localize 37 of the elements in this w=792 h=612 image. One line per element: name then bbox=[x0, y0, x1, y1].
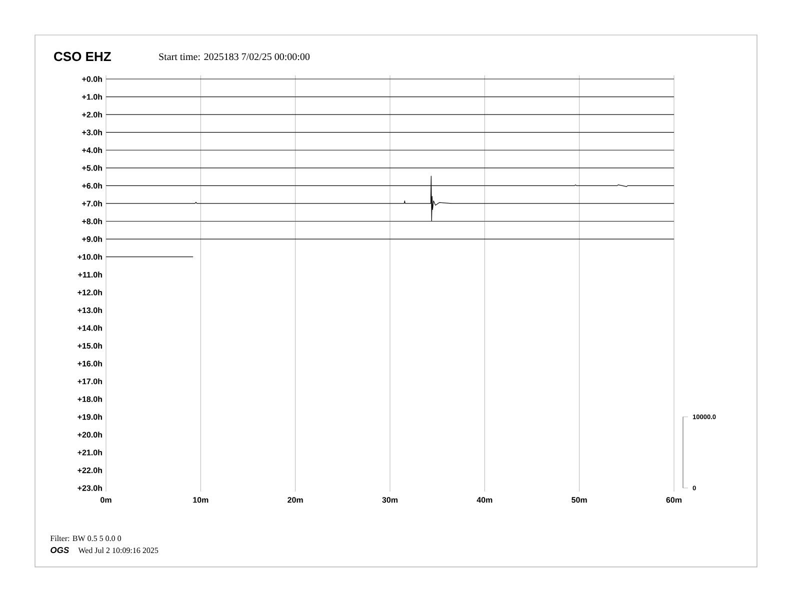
y-tick-label: +22.0h bbox=[78, 467, 102, 474]
y-tick-label: +14.0h bbox=[78, 325, 102, 331]
x-tick-label: 0m bbox=[100, 497, 112, 503]
x-tick-label: 20m bbox=[288, 497, 303, 503]
y-tick-label: +20.0h bbox=[78, 432, 102, 438]
text: Filter: BW 0.5 5 0.0 0 bbox=[50, 535, 122, 542]
y-tick-label: +8.0h bbox=[82, 218, 102, 224]
y-tick-label: +1.0h bbox=[82, 94, 102, 100]
chart-subtitle: Start time: 2025183 7/02/25 00:00:00 bbox=[159, 53, 310, 60]
y-tick-label: +21.0h bbox=[78, 449, 102, 456]
x-tick-label: 10m bbox=[193, 497, 208, 503]
text: OGS bbox=[50, 547, 70, 554]
y-tick-label: +19.0h bbox=[78, 414, 102, 420]
chart-title: CSO EHZ bbox=[54, 52, 111, 62]
y-tick-label: +2.0h bbox=[82, 112, 102, 118]
y-tick-label: +9.0h bbox=[82, 236, 102, 242]
x-tick-label: 60m bbox=[666, 497, 682, 503]
x-tick-label: 50m bbox=[572, 497, 587, 503]
y-tick-label: +3.0h bbox=[82, 129, 102, 136]
y-tick-label: +4.0h bbox=[82, 147, 102, 154]
y-tick-label: +10.0h bbox=[78, 254, 102, 260]
x-tick-label: 40m bbox=[476, 497, 492, 503]
y-tick-label: +5.0h bbox=[82, 164, 102, 171]
y-tick-label: +11.0h bbox=[78, 272, 102, 278]
y-tick-label: +18.0h bbox=[78, 396, 102, 402]
y-tick-label: +6.0h bbox=[82, 182, 102, 189]
y-tick-label: +16.0h bbox=[78, 360, 102, 366]
y-tick-label: +0.0h bbox=[82, 76, 102, 82]
line-series bbox=[106, 176, 674, 222]
y-tick-label: +12.0h bbox=[78, 289, 102, 296]
y-tick-label: +17.0h bbox=[78, 378, 102, 384]
y-tick-label: +23.0h bbox=[78, 485, 102, 491]
y-tick-label: +15.0h bbox=[78, 342, 102, 349]
y-tick-label: +13.0h bbox=[78, 307, 102, 314]
x-tick-label: 30m bbox=[382, 497, 398, 503]
text: Wed Jul 2 10:09:16 2025 bbox=[78, 547, 158, 554]
y-tick-label: +7.0h bbox=[82, 200, 102, 206]
